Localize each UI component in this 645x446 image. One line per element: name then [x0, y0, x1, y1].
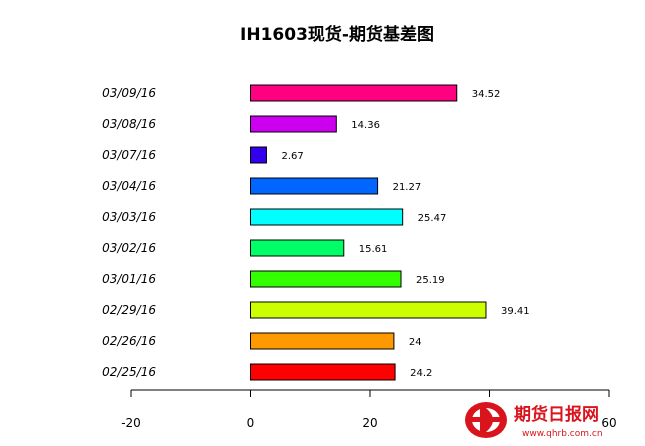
category-label: 03/03/16 — [102, 210, 156, 224]
value-label: 14.36 — [351, 120, 380, 131]
value-label: 34.52 — [472, 89, 501, 100]
value-label: 25.19 — [416, 275, 445, 286]
bar — [250, 332, 395, 350]
bar — [250, 84, 458, 102]
bar — [250, 177, 379, 195]
chart-title: IH1603现货-期货基差图 — [240, 24, 434, 45]
category-label: 03/04/16 — [102, 179, 156, 193]
watermark-brand: 期货日报网 — [514, 404, 599, 425]
value-label: 15.61 — [359, 244, 388, 255]
bar — [250, 301, 487, 319]
qhrb-watermark: 期货日报网 www.qhrb.com.cn — [465, 402, 603, 439]
bar — [250, 363, 396, 381]
watermark-url: www.qhrb.com.cn — [522, 429, 603, 439]
category-label: 03/02/16 — [102, 241, 156, 255]
category-label: 02/26/16 — [102, 334, 156, 348]
bar — [250, 270, 402, 288]
category-label: 02/25/16 — [102, 365, 156, 379]
category-label: 03/01/16 — [102, 272, 156, 286]
value-label: 24 — [409, 337, 422, 348]
value-label: 2.67 — [281, 151, 303, 162]
category-label: 02/29/16 — [102, 303, 156, 317]
qhrb-logo-icon — [465, 402, 507, 438]
category-label: 03/07/16 — [102, 148, 156, 162]
value-label: 24.2 — [410, 368, 432, 379]
value-label: 21.27 — [393, 182, 422, 193]
bars-group: 03/09/16 34.52 03/08/16 14.36 03/07/16 2.67 03… — [102, 84, 530, 381]
x-tick-label: 20 — [362, 416, 377, 430]
x-tick-label: 0 — [247, 416, 255, 430]
x-tick-label: -20 — [121, 416, 141, 430]
category-label: 03/08/16 — [102, 117, 156, 131]
category-label: 03/09/16 — [102, 86, 156, 100]
value-label: 25.47 — [418, 213, 447, 224]
bar — [250, 115, 337, 133]
bar — [250, 208, 404, 226]
x-tick-label: 60 — [601, 416, 616, 430]
value-label: 39.41 — [501, 306, 530, 317]
bar — [250, 146, 267, 164]
bar — [250, 239, 345, 257]
